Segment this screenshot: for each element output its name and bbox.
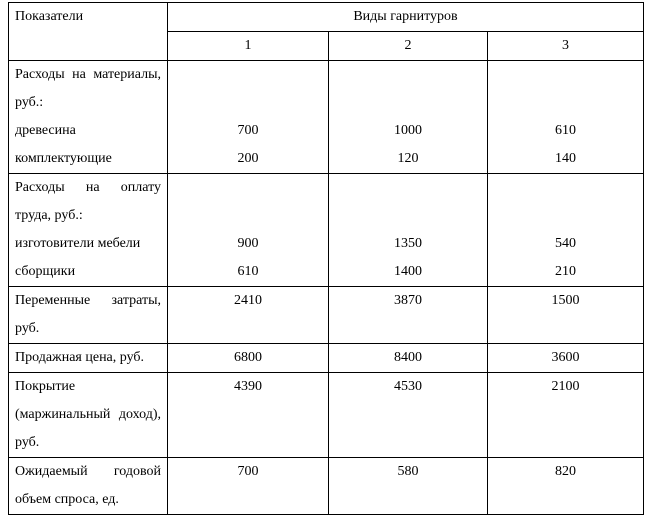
value-cell: 3870 [328, 286, 488, 344]
value: 700 [237, 123, 259, 138]
value: 210 [555, 264, 576, 279]
value-cell: 540 210 [487, 173, 644, 287]
row-label-cell: Покрытие (маржинальный доход), руб. [8, 372, 168, 458]
row-label: Продажная цена, руб. [15, 350, 145, 365]
value-cell: 2410 [167, 286, 329, 344]
value-cell: 580 [328, 457, 488, 515]
item-label: комплектующие [15, 151, 112, 166]
value-cell: 610 140 [487, 60, 644, 174]
row-label-cell: Ожидаемый годовой объем спроса, ед. [8, 457, 168, 515]
row-label: Расходы на оплату труда, руб.: [15, 180, 161, 223]
table-row: Расходы на материалы, руб.: древесина комп… [8, 60, 644, 174]
value-cell: 6800 [167, 343, 329, 373]
item-label: древесина [15, 123, 76, 138]
value-cell: 820 [487, 457, 644, 515]
value: 1000 [394, 123, 422, 138]
value-cell: 1350 1400 [328, 173, 488, 287]
row-label-cell: Расходы на оплату труда, руб.: изготовите… [8, 173, 168, 287]
row-label: Ожидаемый годовой объем спроса, ед. [15, 464, 161, 507]
value: 900 [237, 236, 259, 251]
value: 120 [397, 151, 419, 166]
value: 540 [555, 236, 576, 251]
column-number: 3 [487, 31, 644, 61]
value-cell: 4390 [167, 372, 329, 458]
table-row: Продажная цена, руб. 6800 8400 3600 [8, 343, 644, 373]
value: 1350 [394, 236, 422, 251]
table-row: Расходы на оплату труда, руб.: изготовите… [8, 173, 644, 287]
value: 140 [555, 151, 576, 166]
value-cell: 1000 120 [328, 60, 488, 174]
column-number: 1 [167, 31, 329, 61]
row-label: Переменные затраты, руб. [15, 293, 161, 336]
value: 1400 [394, 264, 422, 279]
table-row: Ожидаемый годовой объем спроса, ед. 700 58… [8, 457, 644, 515]
table-row: Переменные затраты, руб. 2410 3870 1500 [8, 286, 644, 344]
value-cell: 700 200 [167, 60, 329, 174]
row-label: Расходы на материалы, руб.: [15, 67, 161, 110]
header-label: Показатели [8, 2, 168, 61]
value-cell: 8400 [328, 343, 488, 373]
value: 200 [237, 151, 259, 166]
value-cell: 2100 [487, 372, 644, 458]
table-body: Расходы на материалы, руб.: древесина комп… [8, 60, 644, 515]
table-row: Покрытие (маржинальный доход), руб. 4390 4… [8, 372, 644, 458]
value-cell: 700 [167, 457, 329, 515]
column-number: 2 [328, 31, 488, 61]
value-cell: 4530 [328, 372, 488, 458]
value-cell: 3600 [487, 343, 644, 373]
value: 610 [237, 264, 259, 279]
row-label-cell: Расходы на материалы, руб.: древесина комп… [8, 60, 168, 174]
value-cell: 900 610 [167, 173, 329, 287]
value: 610 [555, 123, 576, 138]
value-cell: 1500 [487, 286, 644, 344]
header-row: Показатели Виды гарнитуров [8, 2, 644, 61]
row-label-cell: Продажная цена, руб. [8, 343, 168, 373]
row-label-cell: Переменные затраты, руб. [8, 286, 168, 344]
data-table: Показатели Виды гарнитуров 1 2 3 Расходы… [8, 2, 644, 515]
item-label: изготовители мебели [15, 236, 141, 251]
item-label: сборщики [15, 264, 76, 279]
header-group: Виды гарнитуров [167, 2, 644, 32]
row-label: Покрытие (маржинальный доход), руб. [15, 379, 161, 450]
